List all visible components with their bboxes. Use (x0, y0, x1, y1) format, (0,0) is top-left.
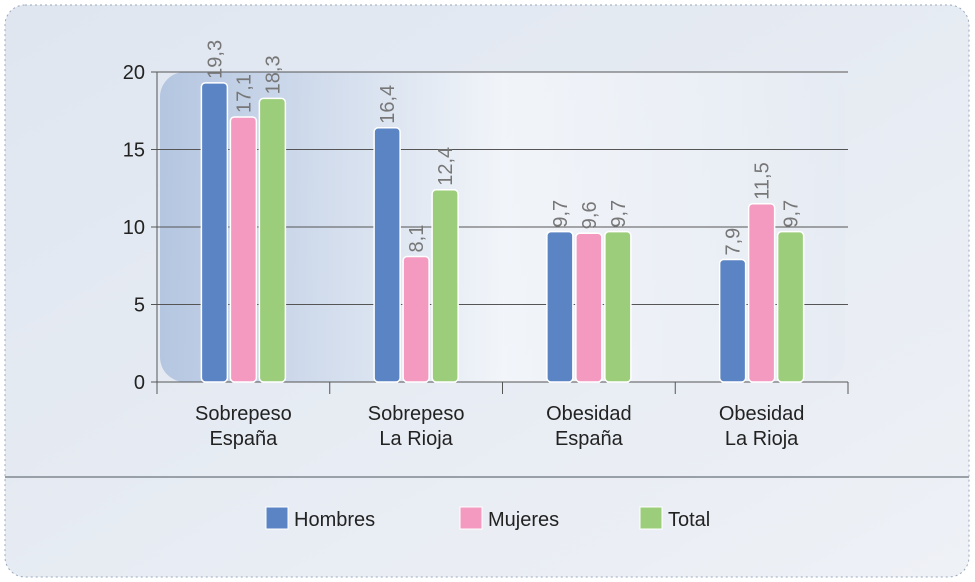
legend-label: Mujeres (488, 509, 559, 531)
bar (258, 97, 287, 383)
y-tick-label: 15 (123, 140, 145, 162)
bar (373, 127, 401, 383)
bar (776, 230, 805, 383)
x-tick-label: Obesidad España (546, 403, 632, 450)
legend-swatch (639, 506, 663, 530)
y-tick-label: 20 (123, 62, 145, 84)
y-tick-label: 5 (134, 295, 145, 317)
bar (747, 203, 776, 383)
value-label: 19,3 (204, 40, 226, 79)
y-tick-label: 10 (123, 217, 145, 239)
value-label: 11,5 (752, 162, 774, 199)
bar (718, 258, 747, 383)
bar (546, 230, 574, 383)
value-label: 9,7 (781, 200, 803, 228)
bar (229, 116, 258, 383)
value-label: 12,4 (435, 147, 457, 186)
plot: 0 5 10 15 20 19,3 17,1 18,3 16,4 8,1 12,4 9,7 9,6 9,7… (123, 40, 849, 531)
y-tick-label: 0 (134, 372, 145, 394)
bar (200, 82, 229, 383)
legend-label: Hombres (294, 509, 375, 531)
x-tick-label: Obesidad La Rioja (718, 403, 805, 450)
value-label: 9,7 (608, 200, 630, 228)
bar (575, 232, 603, 383)
bar (431, 189, 459, 383)
value-label: 8,1 (406, 225, 428, 253)
legend-swatch (459, 506, 483, 530)
value-label: 16,4 (377, 85, 399, 124)
legend-swatch (265, 506, 289, 530)
value-label: 9,6 (579, 201, 601, 229)
x-tick-label: Sobrepeso La Rioja (367, 403, 465, 450)
legend-label: Total (668, 509, 710, 531)
value-label: 18,3 (262, 55, 284, 94)
bar (402, 255, 430, 383)
bar (604, 230, 632, 383)
value-label: 17,1 (233, 74, 255, 113)
x-tick-label: Sobrepeso España (195, 403, 292, 450)
value-label: 9,7 (550, 200, 572, 228)
value-label: 7,9 (723, 228, 745, 256)
